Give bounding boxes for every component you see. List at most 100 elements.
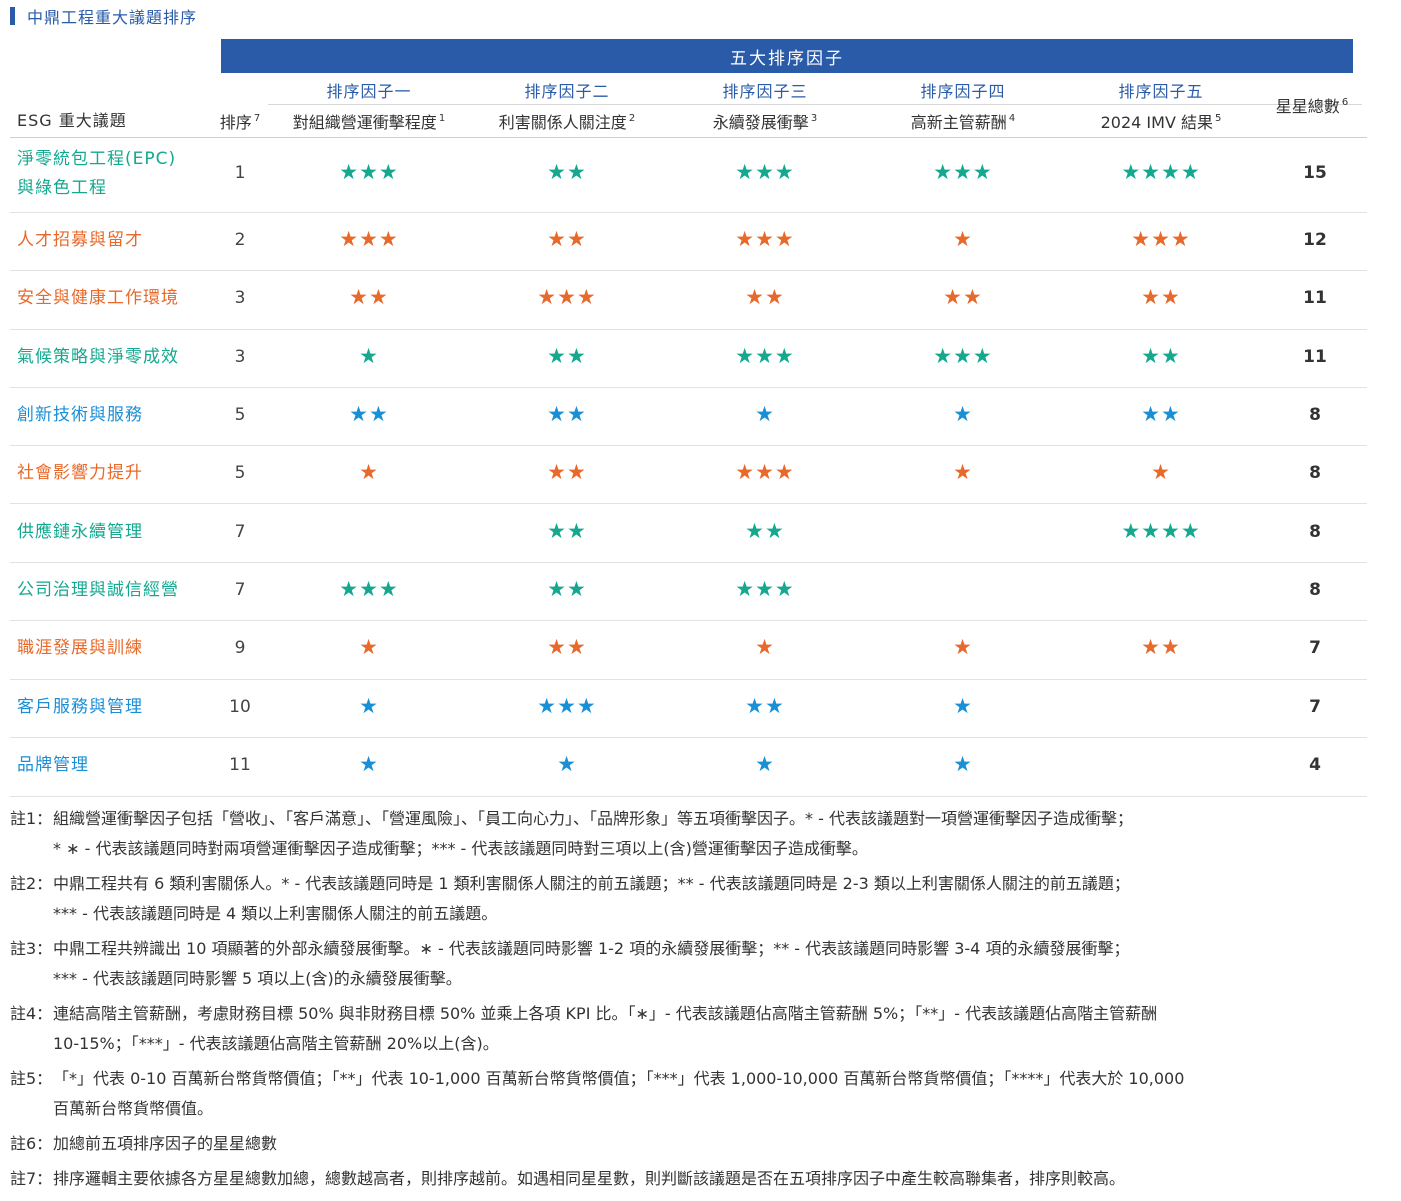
rank-value: 9 xyxy=(234,638,246,658)
row-divider xyxy=(10,212,1367,213)
factor-2-name: 排序因子二 xyxy=(524,82,610,101)
star-rating: ★★★ xyxy=(537,285,597,309)
footnote-key: 註4： xyxy=(10,1004,53,1023)
star-rating: ★ xyxy=(953,752,973,776)
footnote-key: 註2： xyxy=(10,874,53,893)
factor-4-name: 排序因子四 xyxy=(920,82,1006,101)
rank-value: 7 xyxy=(234,522,246,542)
header-divider xyxy=(10,137,1367,138)
rank-value: 3 xyxy=(234,288,246,308)
rank-value: 5 xyxy=(234,463,246,483)
footnote-line: 「*」代表 0-10 百萬新台幣貨幣價值；「**」代表 10-1,000 百萬新… xyxy=(53,1069,1185,1088)
issue-label: 人才招募與留才 xyxy=(17,230,143,250)
row-divider xyxy=(10,737,1367,738)
issue-label-line: 淨零統包工程(EPC) xyxy=(17,149,177,169)
star-rating: ★ xyxy=(359,635,379,659)
star-rating: ★★★ xyxy=(735,344,795,368)
star-rating: ★ xyxy=(359,752,379,776)
footnote: 註6： 加總前五項排序因子的星星總數 xyxy=(10,1129,1395,1159)
star-rating: ★★ xyxy=(547,402,587,426)
footnote-line: 中鼎工程共辨識出 10 項顯著的外部永續發展衝擊。∗ - 代表該議題同時影響 1… xyxy=(53,939,1130,958)
row-divider xyxy=(10,679,1367,680)
star-rating: ★ xyxy=(953,402,973,426)
issue-label: 公司治理與誠信經營 xyxy=(17,580,179,600)
factor-3-name: 排序因子三 xyxy=(722,82,808,101)
star-rating: ★★★ xyxy=(339,227,399,251)
star-rating: ★★★★ xyxy=(1121,519,1201,543)
star-total: 8 xyxy=(1309,463,1321,483)
footnote-text: 中鼎工程共辨識出 10 項顯著的外部永續發展衝擊。∗ - 代表該議題同時影響 1… xyxy=(53,934,1395,994)
issue-label: 氣候策略與淨零成效 xyxy=(17,347,179,367)
total-column-header: 星星總數 6 xyxy=(1275,97,1349,116)
factor-5-subheader: 2024 IMV 結果 5 xyxy=(1100,113,1222,132)
star-rating: ★★★ xyxy=(339,577,399,601)
factor-band: 五大排序因子 xyxy=(221,39,1353,73)
footnote-text: 中鼎工程共有 6 類利害關係人。* - 代表該議題同時是 1 類利害關係人關注的… xyxy=(53,869,1395,929)
star-rating: ★★ xyxy=(547,635,587,659)
factor-divider xyxy=(268,104,1362,105)
star-rating: ★★ xyxy=(547,160,587,184)
title-accent-bar xyxy=(10,7,15,25)
footnotes: 註1： 組織營運衝擊因子包括「營收」、「客戶滿意」、「營運風險」、「員工向心力」、… xyxy=(10,804,1395,1199)
issue-label: 職涯發展與訓練 xyxy=(17,638,143,658)
footnote: 註1： 組織營運衝擊因子包括「營收」、「客戶滿意」、「營運風險」、「員工向心力」、… xyxy=(10,804,1395,864)
row-divider xyxy=(10,503,1367,504)
star-total: 8 xyxy=(1309,522,1321,542)
star-rating: ★ xyxy=(755,635,775,659)
issue-label: 供應鏈永續管理 xyxy=(17,522,143,542)
star-rating: ★★★ xyxy=(735,577,795,601)
footnote-line: 排序邏輯主要依據各方星星總數加總，總數越高者，則排序越前。如遇相同星星數，則判斷… xyxy=(53,1169,1126,1188)
footnote-line: 百萬新台幣貨幣價值。 xyxy=(53,1099,214,1118)
star-rating: ★★★ xyxy=(735,160,795,184)
footnote: 註5： 「*」代表 0-10 百萬新台幣貨幣價值；「**」代表 10-1,000 … xyxy=(10,1064,1395,1124)
rank-value: 3 xyxy=(234,347,246,367)
star-rating: ★★ xyxy=(745,285,785,309)
star-rating: ★ xyxy=(557,752,577,776)
issue-label: 品牌管理 xyxy=(17,755,89,775)
row-divider xyxy=(10,445,1367,446)
star-rating: ★★★ xyxy=(933,344,993,368)
footnote-text: 連結高階主管薪酬，考慮財務目標 50% 與非財務目標 50% 並乘上各項 KPI… xyxy=(53,999,1395,1059)
issue-label: 安全與健康工作環境 xyxy=(17,288,179,308)
rank-value: 7 xyxy=(234,580,246,600)
rank-column-header: 排序 7 xyxy=(219,113,261,132)
rank-value: 1 xyxy=(234,163,246,183)
footnote-text: 排序邏輯主要依據各方星星總數加總，總數越高者，則排序越前。如遇相同星星數，則判斷… xyxy=(53,1164,1395,1194)
star-rating: ★ xyxy=(359,694,379,718)
star-rating: ★ xyxy=(953,460,973,484)
rank-value: 5 xyxy=(234,405,246,425)
star-rating: ★★ xyxy=(1141,635,1181,659)
issue-label: 客戶服務與管理 xyxy=(17,697,143,717)
footnote-text: 加總前五項排序因子的星星總數 xyxy=(53,1129,1395,1159)
star-rating: ★ xyxy=(1151,460,1171,484)
star-rating: ★★ xyxy=(1141,344,1181,368)
footnote-line: 加總前五項排序因子的星星總數 xyxy=(53,1134,278,1153)
issue-label: 社會影響力提升 xyxy=(17,463,143,483)
row-divider xyxy=(10,329,1367,330)
star-rating: ★★ xyxy=(1141,402,1181,426)
star-total: 12 xyxy=(1303,230,1327,250)
footnote-key: 註7： xyxy=(10,1169,53,1188)
row-divider xyxy=(10,270,1367,271)
footnote: 註3： 中鼎工程共辨識出 10 項顯著的外部永續發展衝擊。∗ - 代表該議題同時影… xyxy=(10,934,1395,994)
star-rating: ★★ xyxy=(547,519,587,543)
issue-label-line: 與綠色工程 xyxy=(17,178,107,198)
footnote-key: 註5： xyxy=(10,1069,53,1088)
row-divider xyxy=(10,796,1367,797)
row-divider xyxy=(10,387,1367,388)
row-divider xyxy=(10,620,1367,621)
star-rating: ★★★ xyxy=(933,160,993,184)
factor-5-name: 排序因子五 xyxy=(1118,82,1204,101)
star-rating: ★★★ xyxy=(537,694,597,718)
page-title: 中鼎工程重大議題排序 xyxy=(10,6,197,27)
footnote-text: 組織營運衝擊因子包括「營收」、「客戶滿意」、「營運風險」、「員工向心力」、「品牌… xyxy=(53,804,1395,864)
footnote-key: 註1： xyxy=(10,809,53,828)
footnote-line: *** - 代表該議題同時影響 5 項以上(含)的永續發展衝擊。 xyxy=(53,969,462,988)
footnote-line: *** - 代表該議題同時是 4 類以上利害關係人關注的前五議題。 xyxy=(53,904,498,923)
star-total: 8 xyxy=(1309,580,1321,600)
star-total: 4 xyxy=(1309,755,1321,775)
star-rating: ★★ xyxy=(547,577,587,601)
footnote-text: 「*」代表 0-10 百萬新台幣貨幣價值；「**」代表 10-1,000 百萬新… xyxy=(53,1064,1395,1124)
star-total: 7 xyxy=(1309,697,1321,717)
star-rating: ★★ xyxy=(349,402,389,426)
